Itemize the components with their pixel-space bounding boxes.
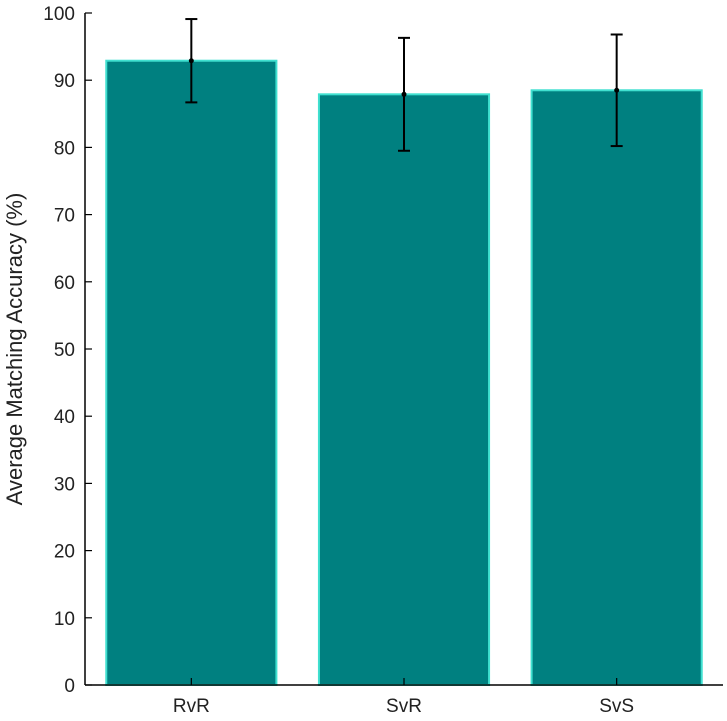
y-tick-label: 0 [64, 676, 75, 697]
error-bars-group [185, 18, 623, 152]
x-tick-label: SvS [599, 696, 634, 717]
y-axis-title: Average Matching Accuracy (%) [2, 193, 27, 506]
mean-marker [401, 91, 407, 97]
bar-rvr [105, 59, 278, 687]
y-tick-label: 70 [54, 206, 75, 227]
mean-marker [614, 87, 620, 93]
y-tick-label: 40 [54, 407, 75, 428]
y-tick-label: 20 [54, 542, 75, 563]
mean-marker [188, 58, 194, 64]
y-ticks-group: 0 10 20 30 40 50 60 70 80 90 100 [43, 4, 92, 697]
bar-svs [530, 89, 703, 686]
y-tick-label: 90 [54, 71, 75, 92]
bars-group [105, 59, 703, 687]
x-ticks-group: RvR SvR SvS [173, 678, 634, 717]
x-tick-label: RvR [173, 696, 210, 717]
bar-svr [317, 93, 491, 686]
y-tick-label: 50 [54, 340, 75, 361]
y-tick-label: 100 [43, 4, 75, 25]
x-tick-label: SvR [386, 696, 422, 717]
y-tick-label: 60 [54, 273, 75, 294]
y-tick-label: 10 [54, 609, 75, 630]
y-tick-label: 80 [54, 138, 75, 159]
y-tick-label: 30 [54, 474, 75, 495]
